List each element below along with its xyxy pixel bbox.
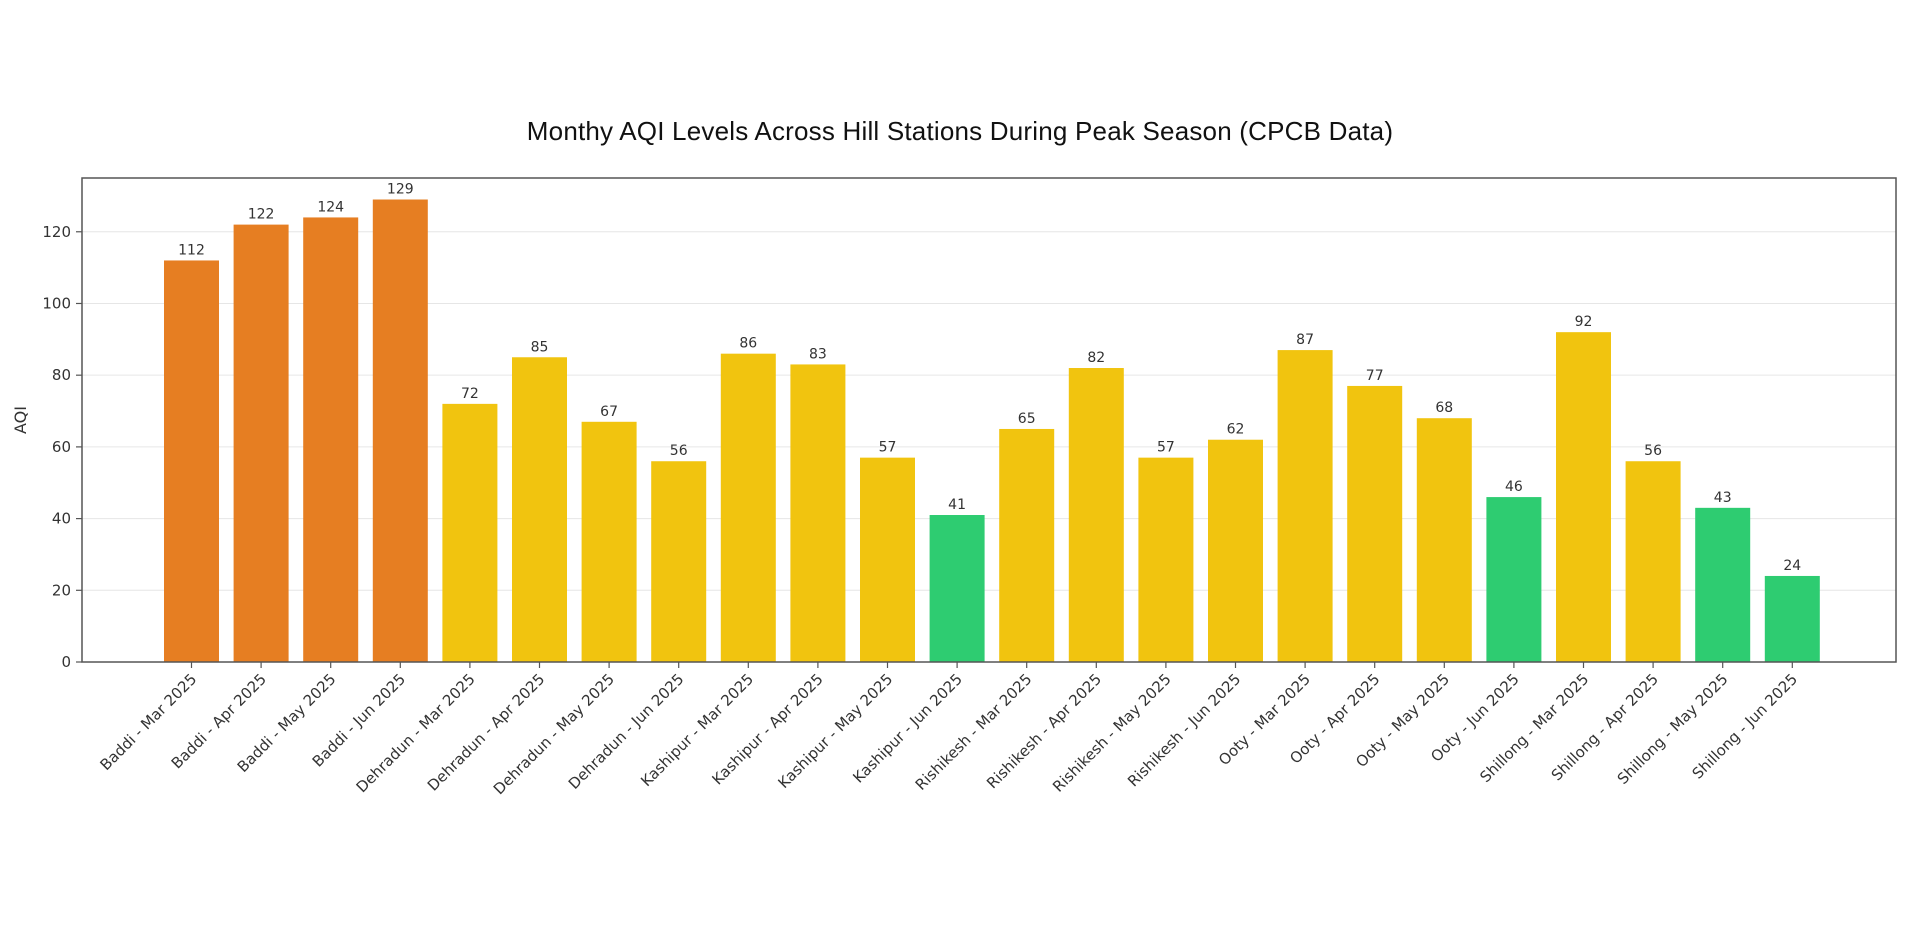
data-label: 62 <box>1227 422 1245 438</box>
data-label: 85 <box>531 339 549 355</box>
x-tick-label: Dehradun - Mar 2025 <box>353 670 479 796</box>
data-label: 124 <box>317 199 344 215</box>
bar <box>233 224 289 662</box>
bar <box>1625 461 1681 662</box>
y-tick-label: 40 <box>52 510 71 528</box>
x-tick-label: Rishikesh - Mar 2025 <box>912 670 1036 794</box>
bar <box>372 199 428 662</box>
data-label: 87 <box>1296 332 1314 348</box>
data-label: 86 <box>739 336 757 352</box>
bar <box>512 357 567 662</box>
bar <box>1277 350 1333 662</box>
data-label: 65 <box>1018 411 1036 427</box>
data-labels: 112 122 124 129 72 85 67 56 86 83 57 41 65 82 57 62 87 77… <box>178 182 1801 574</box>
bar <box>1764 575 1820 662</box>
y-axis-label: AQI <box>11 406 30 434</box>
bar <box>1138 457 1194 662</box>
data-label: 24 <box>1783 558 1801 574</box>
data-label: 122 <box>248 207 275 223</box>
x-tick-label: Rishikesh - Apr 2025 <box>983 670 1105 792</box>
bar <box>1068 368 1124 662</box>
bar <box>1695 507 1751 662</box>
bar <box>929 515 985 662</box>
data-label: 92 <box>1575 314 1593 330</box>
data-label: 68 <box>1435 400 1453 416</box>
data-label: 56 <box>1644 443 1662 459</box>
x-tick-label: Rishikesh - Jun 2025 <box>1124 670 1244 790</box>
data-label: 46 <box>1505 479 1523 495</box>
bar <box>303 217 359 662</box>
y-tick-label: 100 <box>42 294 71 312</box>
bar <box>720 353 776 662</box>
data-label: 72 <box>461 386 479 402</box>
y-tick-label: 120 <box>42 223 71 241</box>
bar <box>1486 497 1542 662</box>
bar <box>1208 439 1263 662</box>
y-axis-ticks: 0 20 40 60 80 100 120 <box>42 223 82 671</box>
bar <box>581 421 637 662</box>
data-label: 67 <box>600 404 618 420</box>
x-tick-label: Dehradun - Jun 2025 <box>565 670 688 793</box>
y-tick-label: 20 <box>52 581 71 599</box>
data-label: 77 <box>1366 368 1384 384</box>
bar <box>442 403 498 662</box>
data-label: 83 <box>809 346 827 362</box>
bar <box>790 364 846 662</box>
y-tick-label: 60 <box>52 438 71 456</box>
chart-title: Monthy AQI Levels Across Hill Stations D… <box>526 116 1394 146</box>
data-label: 57 <box>879 440 897 456</box>
plot-frame <box>81 177 1897 663</box>
x-tick-label: Dehradun - Apr 2025 <box>424 670 548 794</box>
data-label: 129 <box>387 182 414 198</box>
data-label: 41 <box>948 497 966 513</box>
x-tick-label: Kashipur - Mar 2025 <box>637 670 757 790</box>
bar <box>999 428 1055 662</box>
data-label: 112 <box>178 242 205 258</box>
bars <box>164 199 1820 662</box>
bar <box>860 457 915 662</box>
bar <box>164 260 219 662</box>
bar <box>1416 418 1472 662</box>
data-label: 56 <box>670 443 688 459</box>
x-tick-label: Rishikesh - May 2025 <box>1049 670 1175 796</box>
data-label: 43 <box>1714 490 1732 506</box>
bar <box>651 461 707 662</box>
bar <box>1556 332 1611 662</box>
data-label: 82 <box>1087 350 1105 366</box>
x-tick-label: Kashipur - May 2025 <box>774 670 896 792</box>
x-tick-label: Dehradun - May 2025 <box>490 670 618 798</box>
y-tick-label: 80 <box>52 366 71 384</box>
y-tick-label: 0 <box>61 653 71 671</box>
data-label: 57 <box>1157 440 1175 456</box>
bar <box>1347 385 1403 662</box>
